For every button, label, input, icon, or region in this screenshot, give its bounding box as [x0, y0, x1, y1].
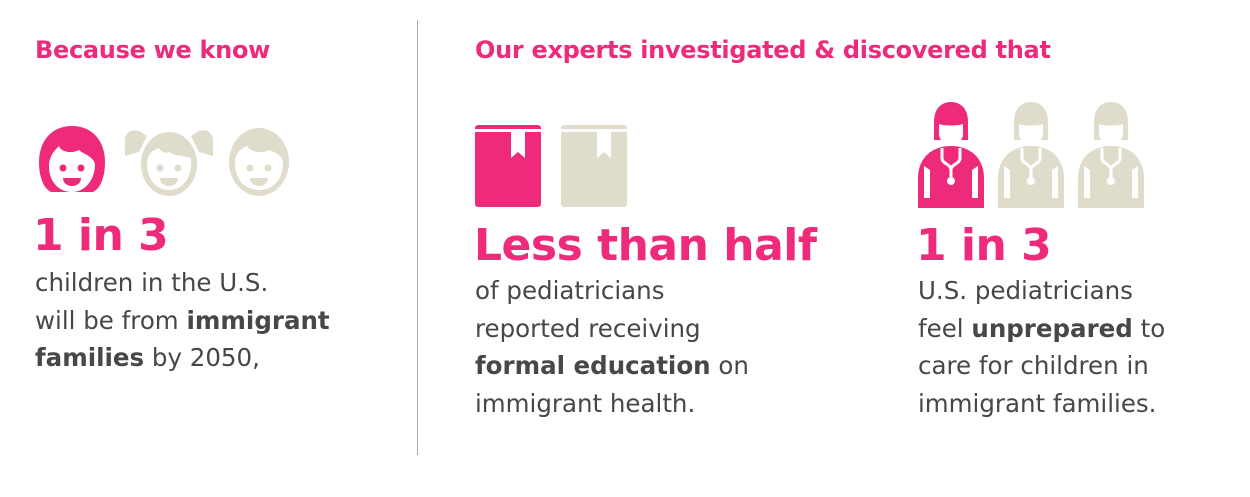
text-line: care for children in	[918, 351, 1149, 380]
text: on	[710, 351, 749, 380]
text-line: children in the U.S.	[35, 268, 269, 297]
text-line: immigrant health.	[475, 388, 696, 418]
stat-description: of pediatricians reported receiving form…	[475, 272, 749, 422]
text-line: will be from immigrant	[35, 302, 330, 340]
boy-face-icon	[229, 128, 289, 196]
doctor-icon	[998, 102, 1064, 208]
book-icons	[475, 125, 627, 207]
emphasis: families	[35, 343, 145, 372]
text-line: formal education on	[475, 347, 749, 385]
text: will be from	[35, 305, 187, 335]
text: feel	[918, 313, 972, 343]
text-line: families by 2050,	[35, 339, 330, 377]
text-line: U.S. pediatricians	[918, 276, 1133, 305]
text: to	[1132, 313, 1166, 343]
doctor-icon	[918, 102, 984, 208]
stat-description: U.S. pediatricians feel unprepared to ca…	[918, 272, 1165, 422]
section-heading: Our experts investigated & discovered th…	[475, 36, 1051, 64]
section-heading: Because we know	[35, 36, 271, 64]
stat-value: 1 in 3	[33, 210, 169, 261]
book-icon	[475, 125, 541, 207]
girl-pigtails-face-icon	[125, 130, 213, 196]
girl-face-icon	[39, 126, 105, 192]
emphasis: immigrant	[186, 305, 330, 335]
text-line: immigrant families.	[918, 388, 1157, 418]
emphasis: formal education	[475, 351, 711, 380]
text-line: of pediatricians	[475, 276, 665, 305]
divider	[417, 20, 418, 455]
text: by 2050,	[144, 343, 260, 372]
children-icons	[33, 122, 291, 198]
doctor-icons	[916, 100, 1146, 210]
stat-description: children in the U.S. will be from immigr…	[35, 264, 330, 377]
text-line: feel unprepared to	[918, 310, 1165, 348]
book-icon	[561, 125, 627, 207]
stat-value: 1 in 3	[916, 220, 1052, 271]
text-line: reported receiving	[475, 313, 701, 343]
doctor-icon	[1078, 102, 1144, 208]
stat-value: Less than half	[474, 220, 817, 271]
emphasis: unprepared	[971, 313, 1133, 343]
